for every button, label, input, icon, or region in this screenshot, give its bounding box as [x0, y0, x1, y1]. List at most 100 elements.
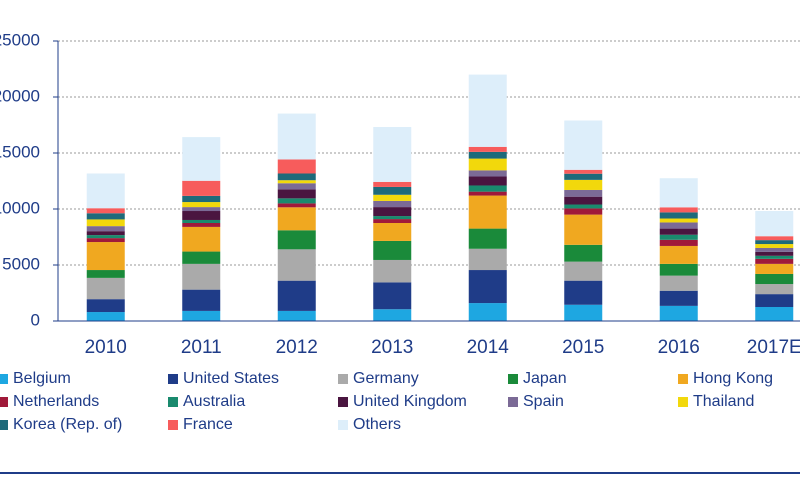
bar-segment [468, 270, 507, 304]
legend-swatch [678, 374, 688, 384]
bar-segment [182, 251, 221, 264]
bar-segment [182, 226, 221, 252]
legend-label: Hong Kong [693, 370, 773, 387]
bar-segment [277, 183, 316, 190]
bar-segment [182, 202, 221, 208]
bar-segment [659, 239, 698, 246]
bar-segment [468, 151, 507, 159]
bar-segment [564, 189, 603, 197]
legend-label: Thailand [693, 393, 754, 410]
bar-segment [373, 181, 412, 187]
legend-swatch [508, 397, 518, 407]
bar-segment [182, 223, 221, 227]
bar-segment [182, 219, 221, 223]
bar-segment [564, 244, 603, 262]
bar-segment [373, 223, 412, 241]
bar-segment [182, 211, 221, 220]
bar-segment [659, 234, 698, 240]
bar-segment [182, 263, 221, 290]
bar-segment [659, 218, 698, 223]
bar-segment [468, 158, 507, 171]
bar-segment [755, 294, 794, 307]
bar-segment [659, 245, 698, 264]
legend-label: Netherlands [13, 393, 99, 410]
bar-segment [659, 263, 698, 276]
x-tick-label: 2016 [658, 337, 700, 358]
bar-segment [86, 242, 125, 271]
bar-segment [86, 238, 125, 243]
bar-segment [86, 277, 125, 300]
bar-segment [659, 275, 698, 291]
bar-segment [755, 255, 794, 259]
bar-segment [755, 211, 794, 237]
legend-swatch [508, 374, 518, 384]
legend-swatch [0, 374, 8, 384]
bar-segment [755, 236, 794, 241]
bar-segment [373, 127, 412, 182]
legend-swatch [0, 420, 8, 430]
bar-segment [373, 194, 412, 201]
bar-segment [373, 240, 412, 260]
legend-swatch [338, 374, 348, 384]
bar-segment [468, 228, 507, 249]
bar-segment [373, 219, 412, 223]
bar-segment [277, 189, 316, 199]
x-tick-label: 2011 [181, 337, 222, 358]
legend-label: Japan [523, 370, 567, 387]
legend-label: United Kingdom [353, 393, 467, 410]
bar-segment [86, 226, 125, 232]
legend-label: Germany [353, 370, 419, 387]
bar-segment [564, 120, 603, 170]
bar-segment [659, 212, 698, 219]
y-tick-label: 10000 [0, 198, 40, 217]
bar-segment [659, 222, 698, 229]
bar-segment [564, 169, 603, 174]
bar-segment [373, 186, 412, 195]
legend-label: United States [183, 370, 279, 387]
bar-segment [755, 307, 794, 321]
bar-segment [182, 310, 221, 321]
x-tick-label: 2013 [371, 337, 413, 358]
legend-label: Korea (Rep. of) [13, 416, 122, 433]
bar-segment [86, 312, 125, 321]
bar-segment [373, 282, 412, 310]
bar-segment [755, 284, 794, 295]
bar-segment [564, 179, 603, 190]
x-tick-label: 2017E [747, 337, 800, 358]
bar-segment [86, 270, 125, 278]
bar-segment [373, 216, 412, 220]
y-tick-label: 25000 [0, 30, 40, 49]
bar-segment [468, 176, 507, 186]
bar-segment [755, 263, 794, 274]
bar-segment [755, 273, 794, 285]
bar-segment [659, 178, 698, 208]
bar-segment [277, 159, 316, 174]
legend-swatch [338, 397, 348, 407]
bar-segment [373, 309, 412, 321]
y-tick-label: 15000 [0, 142, 40, 161]
bar-segment [755, 247, 794, 252]
bar-segment [659, 228, 698, 235]
bar-segment [86, 235, 125, 239]
legend-swatch [678, 397, 688, 407]
bar-segment [86, 173, 125, 209]
x-tick-label: 2014 [467, 337, 510, 358]
bar-segment [564, 208, 603, 215]
bar-segment [277, 180, 316, 184]
legend-swatch [168, 397, 178, 407]
legend-label: France [183, 416, 233, 433]
bar-segment [277, 310, 316, 321]
bar-segment [564, 196, 603, 205]
legend-swatch [168, 420, 178, 430]
bar-segment [564, 261, 603, 281]
bar-segment [755, 251, 794, 256]
bar-segment [86, 219, 125, 227]
bar-segment [182, 289, 221, 311]
bar-segment [755, 258, 794, 264]
bar-segment [755, 240, 794, 245]
bar-segment [277, 203, 316, 208]
bar-segment [86, 231, 125, 236]
bar-segment [182, 195, 221, 203]
y-tick-label: 0 [31, 310, 40, 329]
